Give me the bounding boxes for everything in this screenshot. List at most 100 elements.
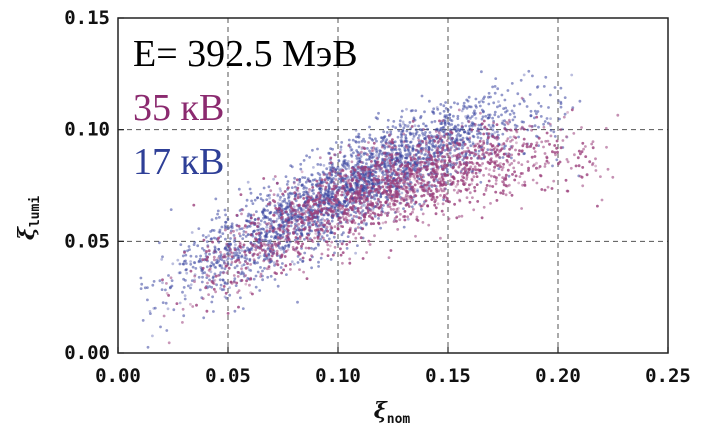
- data-point: [406, 171, 409, 175]
- data-point: [372, 141, 376, 145]
- data-point: [484, 114, 488, 118]
- data-point: [422, 194, 426, 197]
- data-point: [315, 220, 319, 224]
- data-point: [419, 116, 422, 120]
- data-point: [346, 190, 350, 194]
- data-point: [248, 224, 252, 228]
- data-point: [165, 282, 168, 285]
- data-point: [237, 254, 241, 258]
- data-point: [486, 116, 490, 120]
- data-point: [292, 205, 296, 209]
- data-point: [467, 132, 471, 136]
- data-point: [161, 255, 164, 259]
- data-point: [445, 116, 448, 120]
- data-point: [406, 124, 410, 127]
- data-point: [485, 151, 488, 155]
- data-point: [365, 251, 368, 254]
- data-point: [387, 211, 390, 215]
- data-point: [488, 168, 491, 172]
- data-point: [374, 137, 377, 141]
- data-point: [235, 251, 239, 255]
- data-point: [425, 165, 429, 168]
- data-point: [305, 190, 309, 194]
- data-point: [385, 155, 388, 158]
- data-point: [405, 129, 409, 133]
- data-point: [487, 91, 491, 95]
- data-point: [545, 131, 549, 135]
- data-point: [462, 182, 465, 186]
- data-point: [293, 195, 297, 198]
- data-point: [222, 288, 226, 291]
- data-point: [465, 163, 468, 167]
- data-point: [450, 161, 454, 165]
- data-point: [481, 110, 485, 114]
- data-point: [171, 262, 175, 266]
- data-point: [399, 124, 402, 128]
- data-point: [487, 95, 490, 99]
- data-point: [201, 266, 205, 270]
- data-point: [495, 176, 498, 180]
- data-point: [399, 201, 403, 205]
- data-point: [355, 140, 358, 144]
- data-point: [412, 134, 416, 138]
- data-point: [570, 108, 574, 112]
- data-point: [585, 173, 589, 177]
- data-point: [179, 243, 183, 247]
- data-point: [494, 179, 498, 182]
- data-point: [348, 257, 352, 261]
- data-point: [398, 147, 401, 151]
- data-point: [580, 150, 584, 154]
- data-point: [368, 243, 372, 246]
- data-point: [435, 187, 438, 191]
- data-point: [312, 203, 316, 207]
- data-point: [415, 179, 419, 183]
- data-point: [360, 160, 363, 164]
- data-point: [442, 125, 446, 129]
- data-point: [213, 272, 217, 276]
- data-point: [311, 209, 314, 212]
- data-point: [430, 136, 433, 140]
- data-point: [507, 152, 510, 156]
- data-point: [559, 86, 563, 90]
- data-point: [327, 219, 330, 223]
- data-point: [229, 247, 232, 251]
- data-point: [397, 144, 401, 148]
- data-point: [266, 209, 270, 212]
- data-point: [259, 192, 262, 196]
- data-point: [312, 212, 316, 215]
- data-point: [436, 155, 440, 159]
- data-point: [239, 193, 243, 197]
- data-point: [334, 212, 338, 216]
- data-point: [390, 148, 393, 152]
- data-point: [472, 175, 476, 179]
- data-point: [307, 233, 310, 237]
- data-point: [391, 171, 395, 175]
- data-point: [493, 110, 497, 114]
- data-point: [445, 144, 449, 148]
- data-point: [538, 173, 542, 177]
- data-point: [213, 265, 217, 269]
- data-point: [296, 189, 300, 193]
- data-point: [196, 244, 200, 248]
- data-point: [357, 216, 361, 220]
- data-point: [213, 245, 217, 249]
- data-point: [232, 234, 236, 237]
- data-point: [317, 260, 320, 264]
- data-point: [223, 267, 227, 271]
- data-point: [350, 166, 354, 170]
- data-point: [413, 124, 417, 128]
- data-point: [399, 168, 402, 172]
- data-point: [442, 134, 446, 138]
- data-point: [382, 173, 385, 177]
- data-point: [240, 270, 244, 274]
- data-point: [368, 133, 372, 137]
- data-point: [372, 149, 375, 152]
- data-point: [411, 144, 415, 148]
- data-point: [218, 273, 222, 277]
- data-point: [269, 224, 273, 228]
- data-point: [315, 224, 318, 228]
- data-point: [224, 237, 227, 241]
- data-point: [418, 134, 421, 137]
- data-point: [389, 130, 393, 134]
- data-point: [427, 145, 431, 149]
